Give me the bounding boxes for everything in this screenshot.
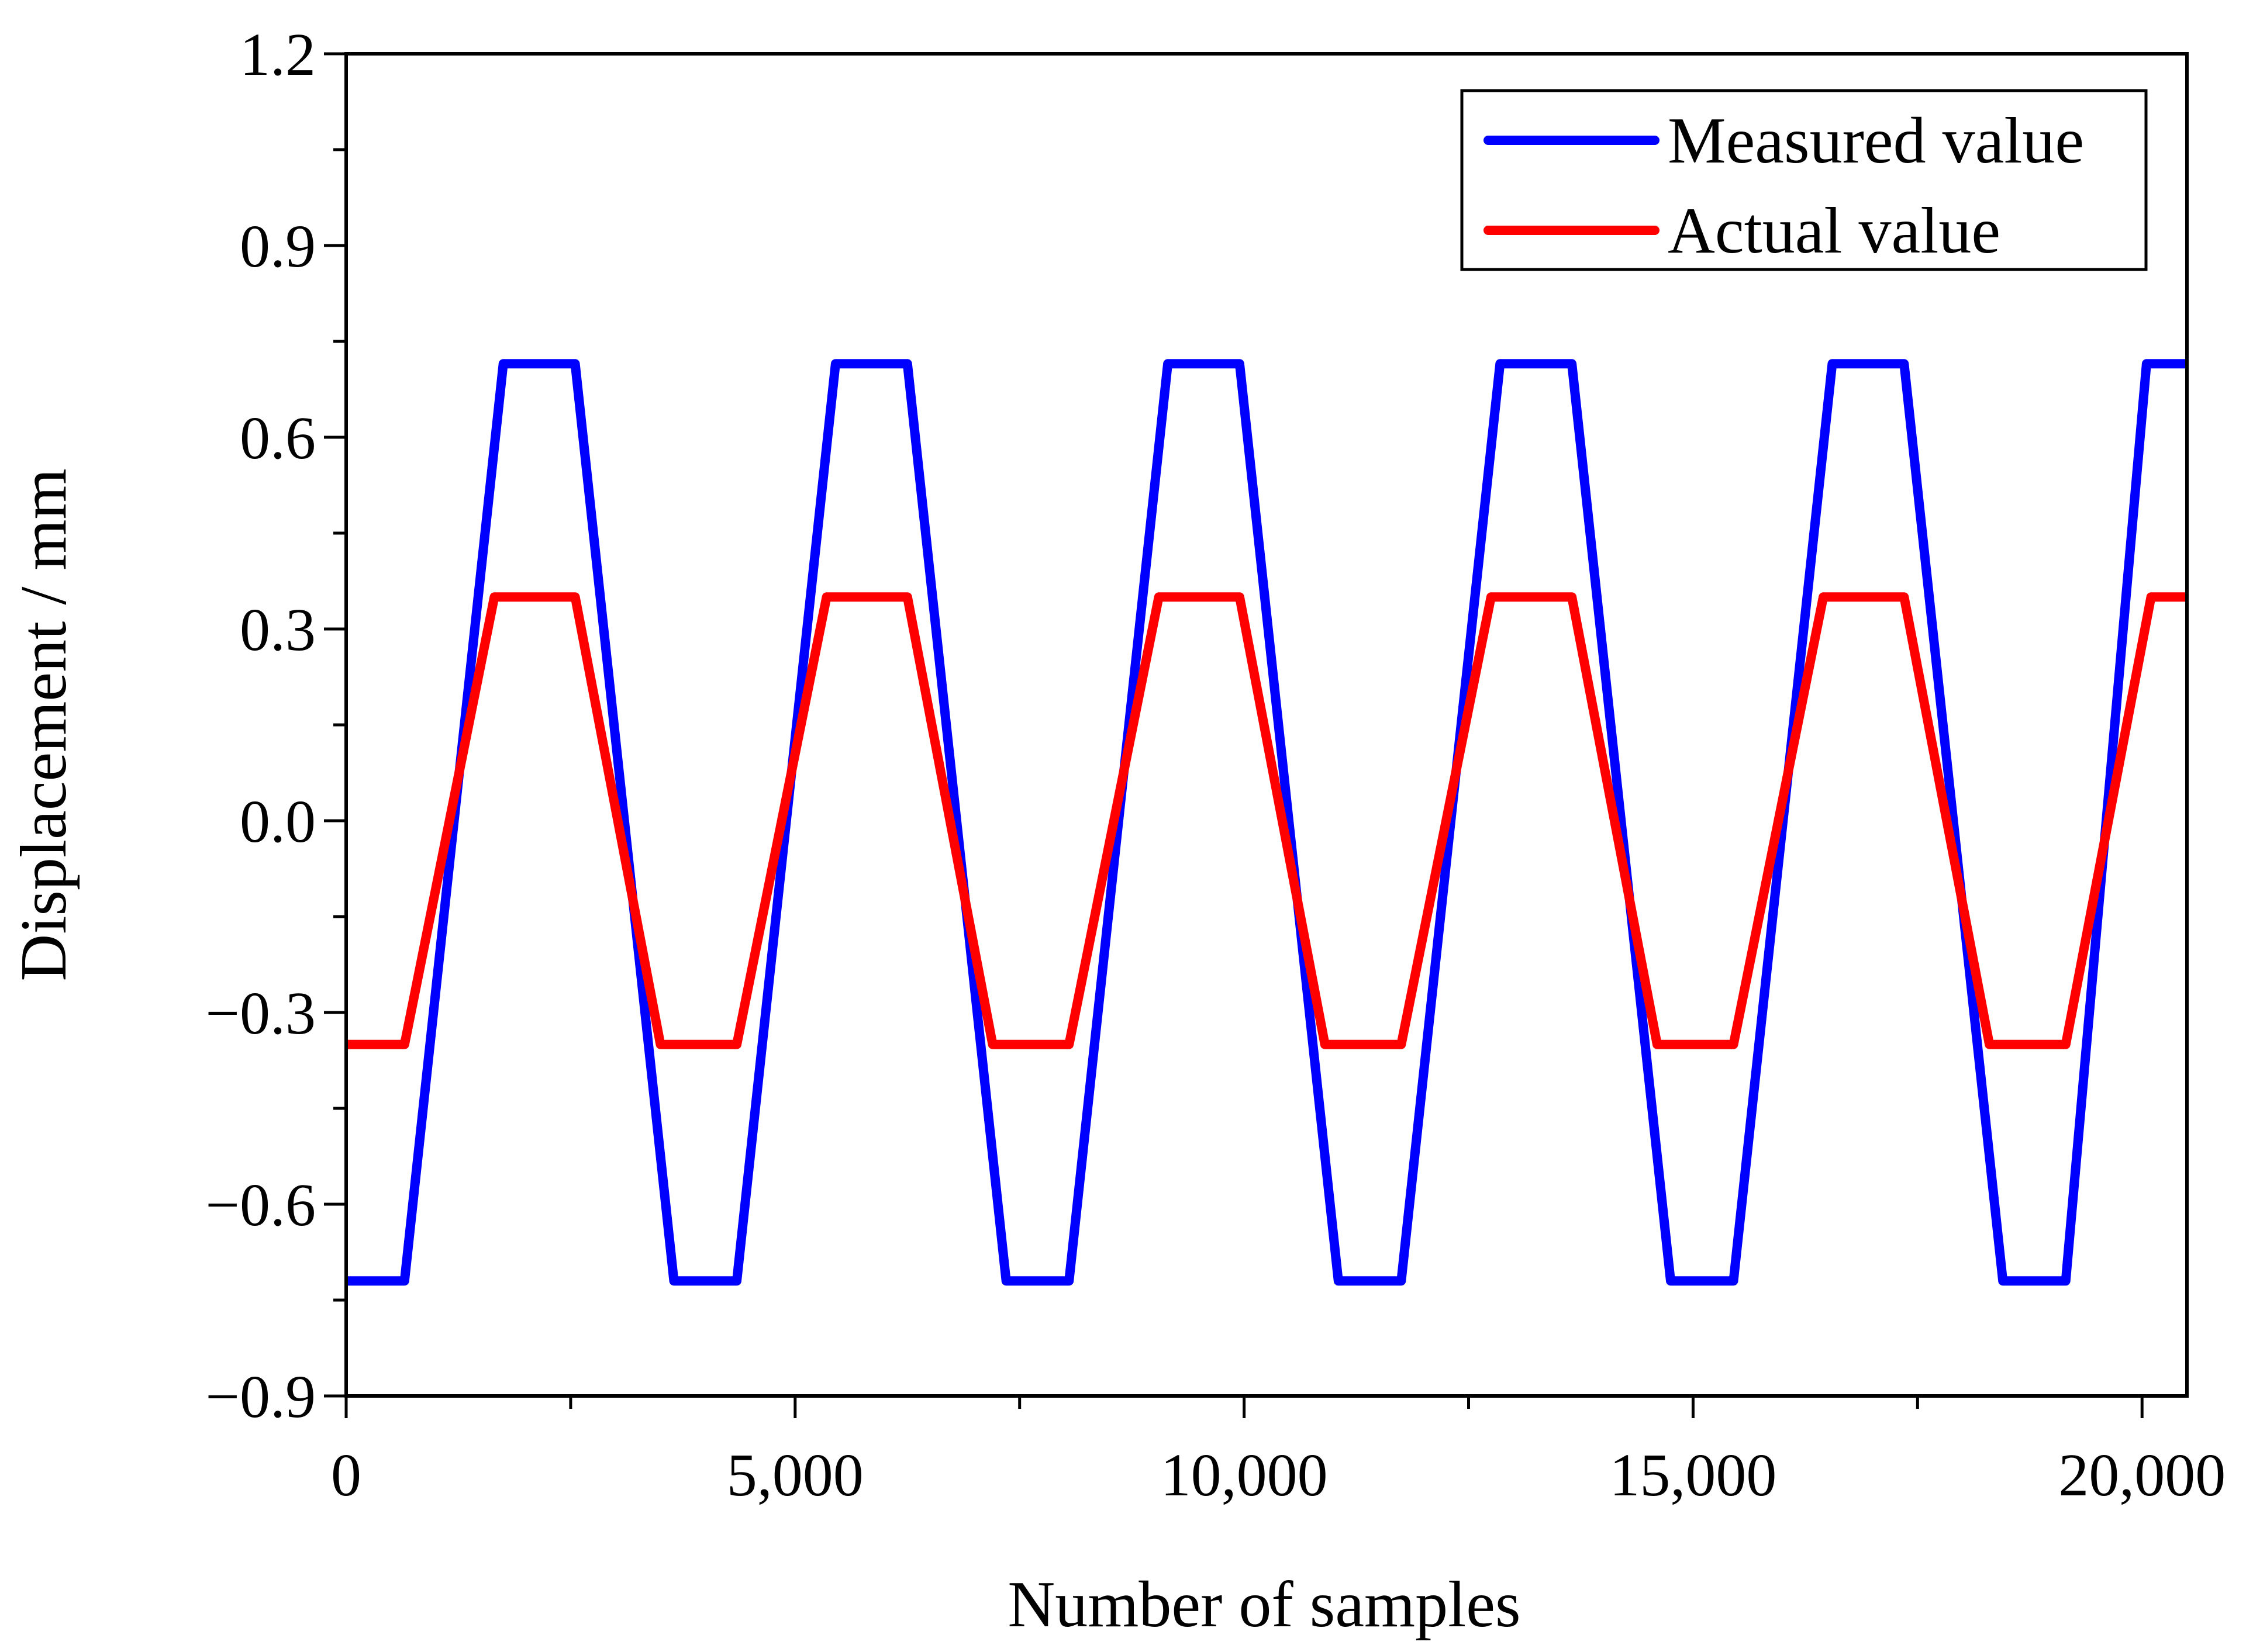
y-tick-label: −0.6 [205,1171,316,1239]
y-tick-label: 1.2 [240,21,316,88]
x-axis-title: Number of samples [1008,1568,1520,1641]
ticks-layer [324,52,2144,1418]
x-tick-label: 10,000 [1161,1442,1328,1509]
y-tick-label: 0.3 [240,596,316,663]
series-line-measured [346,359,2187,1286]
y-tick-label: 0.6 [240,405,316,472]
legend-label-actual: Actual value [1668,195,2000,267]
x-tick-label: 15,000 [1609,1442,1776,1509]
y-tick-label: 0.9 [240,213,316,280]
y-tick-label: −0.3 [205,980,316,1047]
series-layer [346,359,2187,1286]
series-line-actual [346,592,2187,1049]
legend-label-measured: Measured value [1668,105,2084,177]
y-axis-title: Displacement / mm [8,468,80,981]
x-tick-label: 20,000 [2058,1442,2226,1509]
y-tick-label: −0.9 [205,1363,316,1430]
x-tick-label: 0 [331,1442,361,1509]
y-tick-label: 0.0 [240,788,316,855]
tick-labels-layer: −0.9 −0.6 −0.3 0.0 0.3 0.6 0.9 1.2 0 5,000 10,000 1… [205,21,2226,1509]
x-tick-label: 5,000 [727,1442,864,1509]
legend-box [1460,89,2148,271]
legend: Measured value Actual value [1460,89,2148,271]
